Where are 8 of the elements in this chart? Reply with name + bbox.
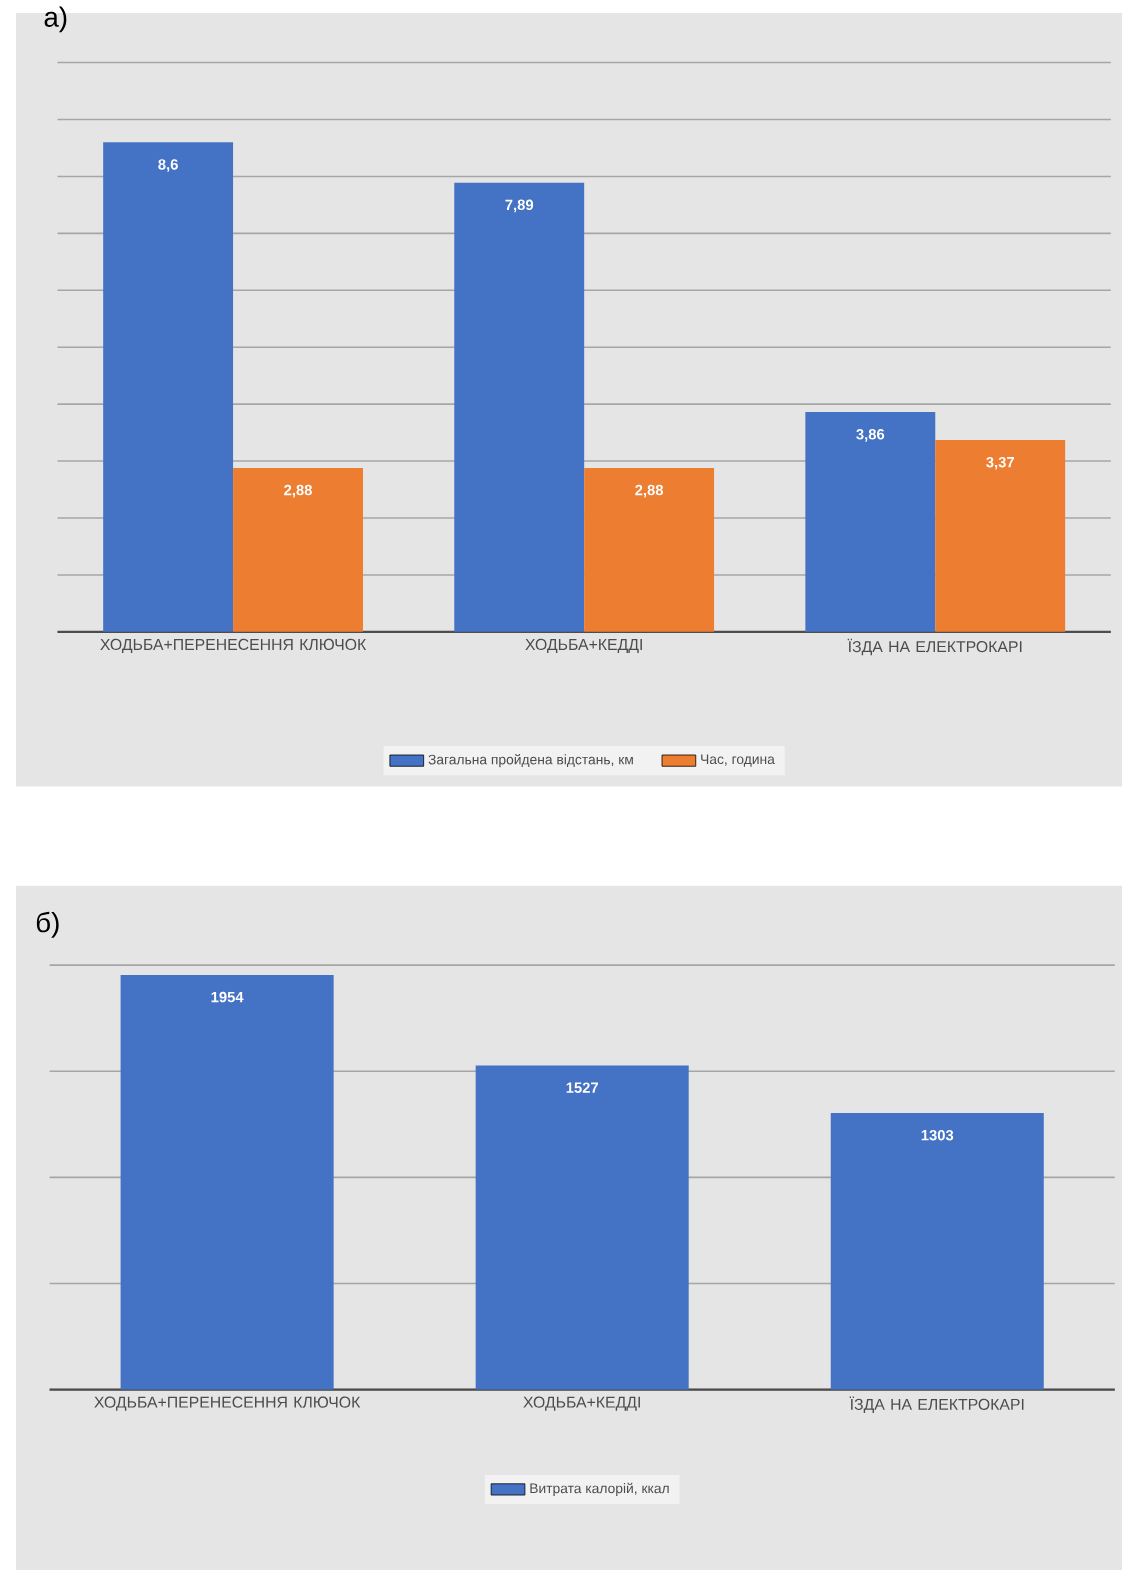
chart-title: а)	[44, 6, 66, 33]
bar	[805, 412, 935, 632]
bar	[102, 142, 233, 632]
bar	[232, 467, 363, 632]
chart-title: б)	[36, 911, 59, 938]
bar	[583, 467, 714, 632]
bar	[934, 440, 1065, 632]
bar	[453, 182, 584, 632]
